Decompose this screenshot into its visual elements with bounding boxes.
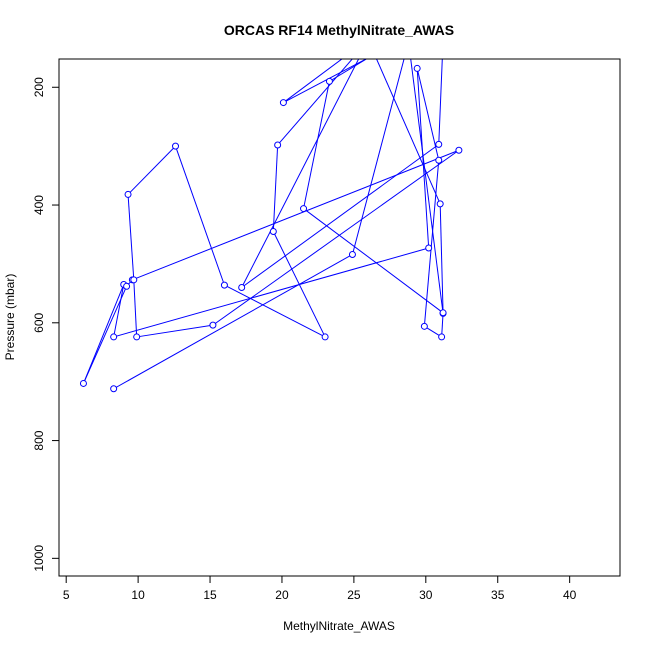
series-line-segment	[241, 59, 360, 288]
series-line-segment	[272, 144, 279, 232]
series-line-segment	[416, 68, 440, 161]
series-line-segment	[277, 59, 353, 146]
y-tick-label: 400	[32, 195, 46, 215]
data-point	[274, 141, 282, 149]
series-line-segment	[133, 279, 138, 337]
x-axis: 5 10 15 20 25 30 35 40	[63, 575, 577, 602]
series-line-segment	[175, 145, 225, 286]
y-axis: 200 400 600 800 1000	[32, 77, 60, 572]
data-point	[436, 200, 444, 208]
series-line-segment	[212, 149, 460, 326]
series-line-segment	[127, 145, 176, 195]
x-tick-label: 30	[419, 588, 433, 602]
data-point	[321, 333, 329, 341]
data-point	[130, 276, 138, 284]
data-point	[325, 77, 333, 85]
series-line-segment	[283, 59, 343, 103]
series-line-segment	[283, 59, 368, 104]
y-tick-label: 1000	[32, 545, 46, 572]
data-point	[123, 282, 131, 290]
y-tick-label: 200	[32, 77, 46, 97]
data-point	[348, 250, 356, 258]
data-point	[220, 281, 228, 289]
x-tick-label: 5	[63, 588, 70, 602]
data-point	[124, 190, 132, 198]
series-line-segment	[136, 324, 213, 338]
series-line-segment	[113, 284, 125, 338]
series-line-segment	[241, 143, 440, 288]
data-point	[110, 333, 118, 341]
x-tick-label: 10	[131, 588, 145, 602]
data-point	[413, 64, 421, 72]
x-axis-label: MethylNitrate_AWAS	[283, 619, 395, 633]
series-line-segment	[438, 59, 443, 145]
x-tick-label: 20	[275, 588, 289, 602]
data-point	[435, 156, 443, 164]
data-point	[420, 322, 428, 330]
series-line-segment	[329, 59, 368, 82]
data-point	[279, 99, 287, 107]
series-line-segment	[439, 203, 444, 313]
series-line-segment	[127, 194, 135, 280]
data-point	[133, 333, 141, 341]
series-line-segment	[82, 284, 125, 384]
data-point	[209, 321, 217, 329]
x-tick-label: 35	[491, 588, 505, 602]
series-line-segment	[303, 81, 330, 209]
y-axis-label: Pressure (mbar)	[3, 274, 17, 361]
data-point	[438, 333, 446, 341]
series-line-segment	[376, 59, 441, 205]
x-tick-label: 40	[563, 588, 577, 602]
y-tick-label: 600	[32, 312, 46, 332]
data-point	[79, 379, 87, 387]
series-line-segment	[423, 160, 440, 327]
data-point	[300, 205, 308, 213]
series-line-segment	[113, 254, 353, 390]
data-point	[435, 140, 443, 148]
series-line-segment	[132, 149, 460, 281]
data-point	[269, 228, 277, 236]
data-point	[110, 385, 118, 393]
series-line-segment	[272, 231, 326, 338]
data-point	[172, 142, 180, 150]
x-tick-label: 25	[347, 588, 361, 602]
chart-title: ORCAS RF14 MethylNitrate_AWAS	[224, 22, 454, 38]
y-tick-label: 800	[32, 430, 46, 450]
data-point	[455, 146, 463, 154]
series-line-segment	[82, 286, 128, 384]
series-line-segment	[410, 59, 444, 314]
data-point	[425, 244, 433, 252]
data-point	[238, 283, 246, 291]
x-tick-label: 15	[203, 588, 217, 602]
data-point	[439, 309, 447, 317]
series-line-segment	[224, 284, 326, 338]
series-line-segment	[416, 68, 430, 249]
series-line-segment	[441, 313, 444, 337]
plot-area	[79, 59, 463, 393]
